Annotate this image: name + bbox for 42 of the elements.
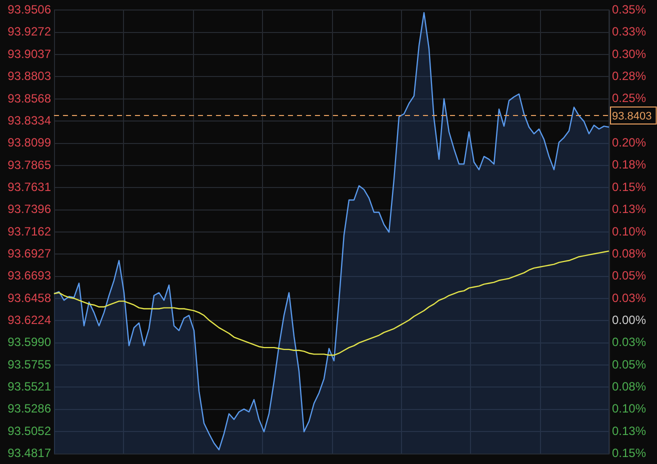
- y2-tick-label: 0.13%: [612, 424, 646, 438]
- y2-tick-label: 0.08%: [612, 380, 646, 394]
- y-tick-label: 93.7865: [8, 158, 52, 172]
- y-tick-label: 93.4817: [8, 446, 52, 460]
- y2-tick-label: 0.20%: [612, 136, 646, 150]
- y-tick-label: 93.5755: [8, 357, 52, 372]
- y-tick-label: 93.5990: [8, 335, 52, 350]
- y-tick-label: 93.5286: [8, 402, 52, 416]
- y2-tick-label: 0.05%: [612, 268, 646, 283]
- y2-tick-label: 0.08%: [612, 246, 646, 260]
- y-tick-label: 93.9037: [8, 46, 52, 61]
- y-tick-label: 93.5052: [8, 424, 52, 438]
- y2-tick-label: 0.10%: [612, 224, 646, 238]
- y-tick-label: 93.8568: [8, 91, 52, 106]
- y-tick-label: 93.6224: [8, 313, 52, 328]
- y-tick-label: 93.7396: [8, 202, 52, 216]
- y2-tick-label: 0.10%: [612, 402, 646, 416]
- ref-line-label: 93.8403: [612, 110, 652, 123]
- y2-tick-label: 0.13%: [612, 202, 646, 216]
- y-tick-label: 93.6458: [8, 290, 52, 305]
- y-tick-label: 93.9272: [8, 24, 52, 39]
- y2-tick-label: 0.30%: [612, 46, 646, 61]
- y2-tick-label: 0.00%: [612, 313, 646, 328]
- y-tick-label: 93.5521: [8, 380, 52, 394]
- y2-tick-label: 0.03%: [612, 335, 646, 350]
- y2-tick-label: 0.28%: [612, 68, 646, 83]
- y2-tick-label: 0.15%: [612, 446, 646, 460]
- y-tick-label: 93.7631: [8, 180, 52, 194]
- y2-tick-label: 0.18%: [612, 158, 646, 172]
- y-tick-label: 93.8803: [8, 69, 52, 84]
- y2-tick-label: 0.15%: [612, 180, 646, 194]
- y2-tick-label: 0.35%: [612, 2, 646, 17]
- y2-tick-label: 0.25%: [612, 91, 646, 106]
- y-tick-label: 93.8099: [8, 136, 52, 150]
- y-tick-label: 93.9506: [8, 2, 52, 17]
- y2-tick-label: 0.03%: [612, 290, 646, 305]
- y-tick-label: 93.6927: [8, 246, 52, 260]
- y2-tick-label: 0.33%: [612, 24, 646, 39]
- y-tick-label: 93.8334: [8, 113, 52, 128]
- y-tick-label: 93.7162: [8, 224, 52, 238]
- y2-tick-label: 0.05%: [612, 357, 646, 372]
- y-tick-label: 93.6693: [8, 268, 52, 283]
